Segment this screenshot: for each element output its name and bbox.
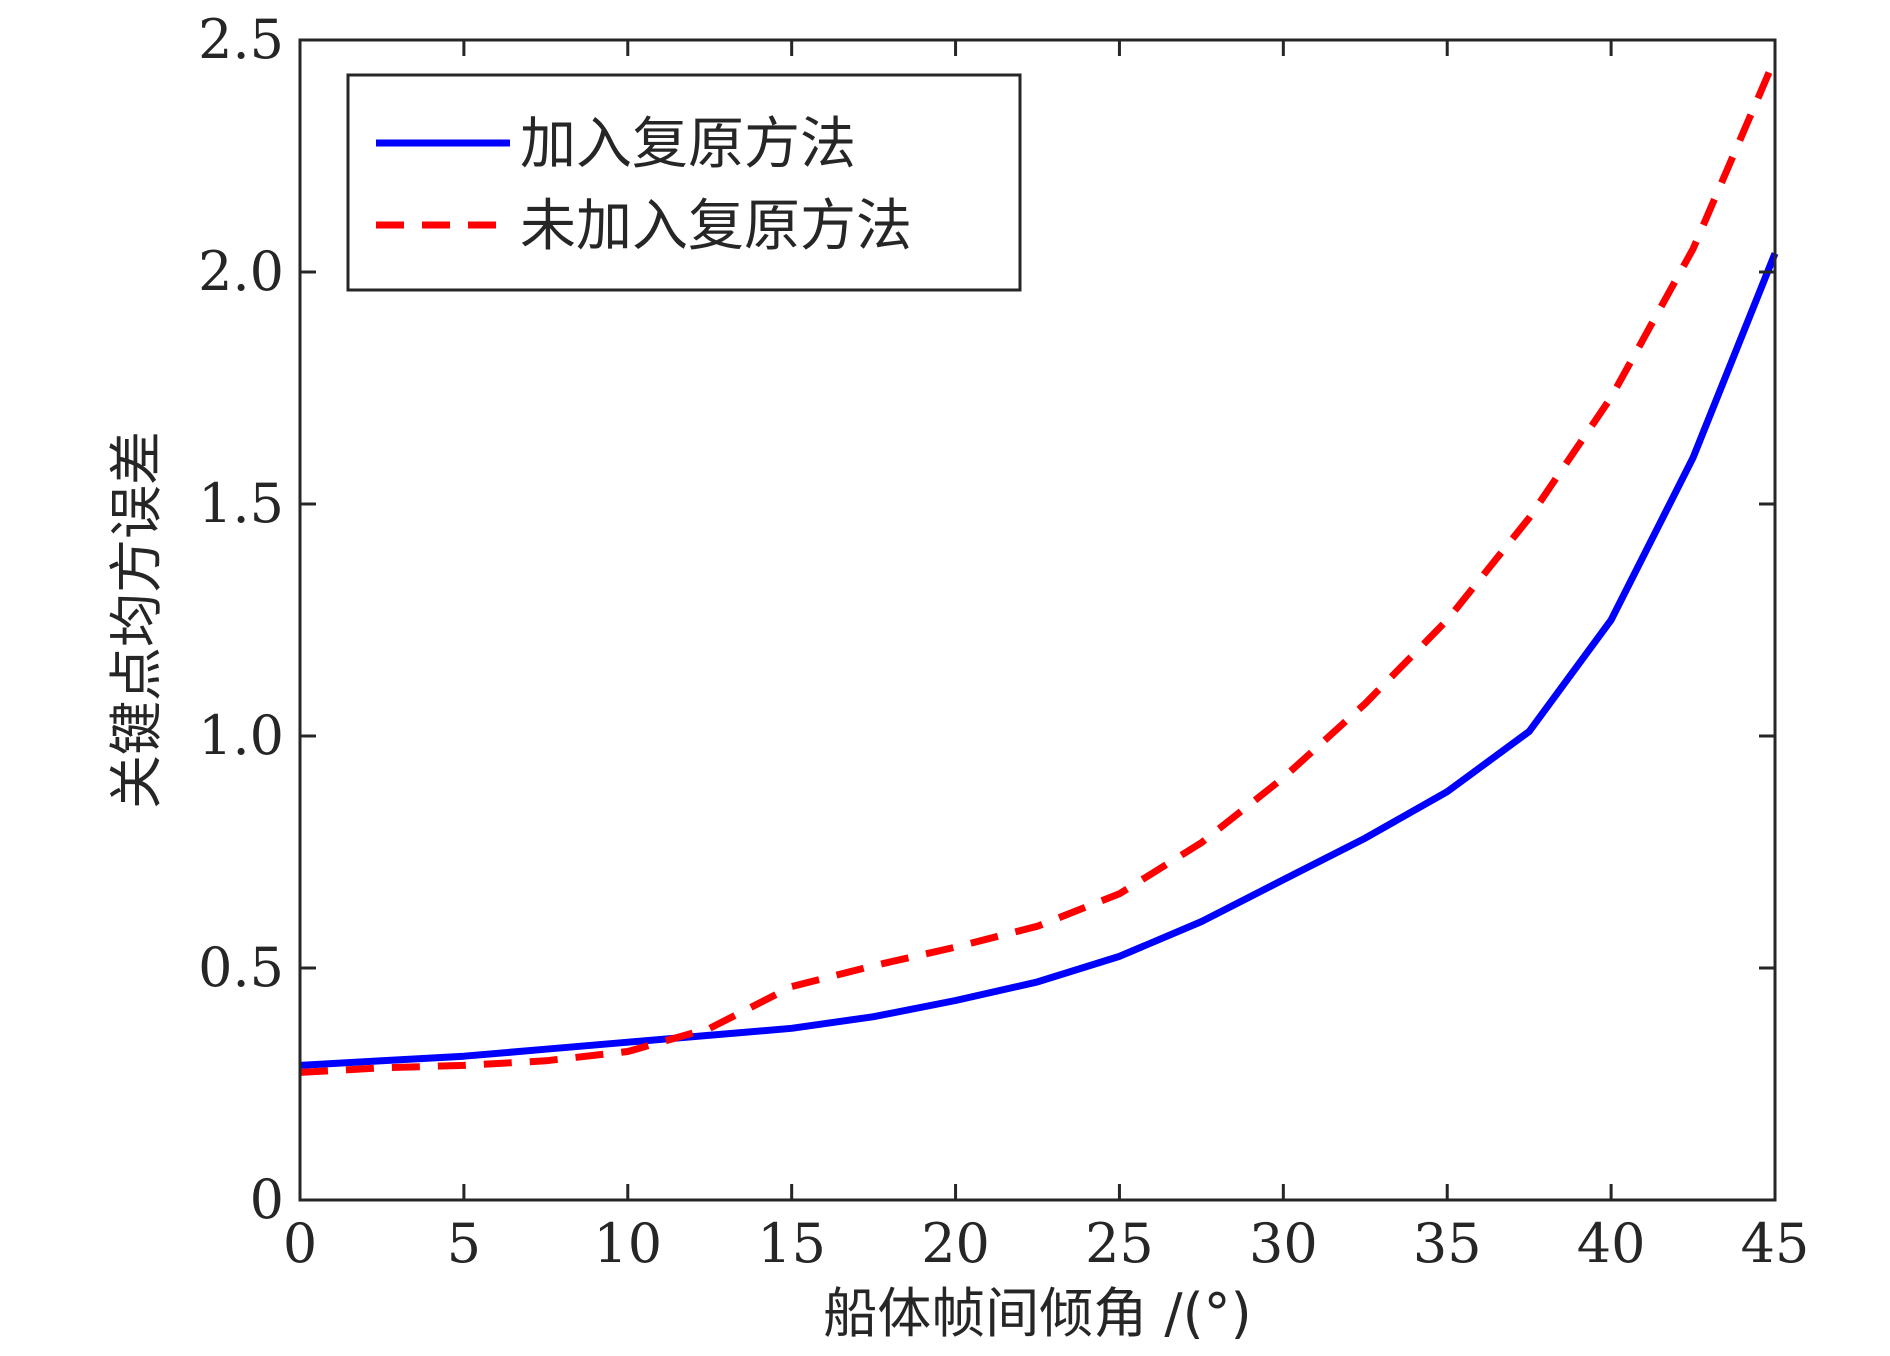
legend-box [346,73,1022,292]
x-tick-label: 35 [1413,1212,1482,1275]
x-tick-label: 25 [1085,1212,1154,1275]
series-layer [299,57,1779,1076]
x-tick-label: 20 [921,1212,990,1275]
axes-layer: 0 5 10 15 20 25 30 35 40 45 0 0.5 1.0 1.5 2.0 2.5 [198,8,1809,1275]
x-tick-label: 10 [593,1212,662,1275]
x-tick-label: 0 [283,1212,317,1275]
axes-box [298,38,1777,1202]
y-axis-title: 关键点均方误差 [105,431,168,809]
x-axis-title: 船体帧间倾角 /(°) [823,1282,1252,1345]
x-tick-label: 15 [757,1212,826,1275]
y-tick-label: 2.0 [198,240,284,303]
x-tick-label: 40 [1577,1212,1646,1275]
x-tick-label: 5 [447,1212,481,1275]
y-tick-label: 1.0 [198,704,284,767]
y-tick-label: 0 [250,1168,284,1231]
legend-label-1: 加入复原方法 [520,112,856,177]
x-tick-label: 45 [1741,1212,1810,1275]
legend-label-2: 未加入复原方法 [520,194,912,259]
y-tick-label: 0.5 [198,936,284,999]
series-line-2 [299,57,1779,1076]
y-tick-label: 2.5 [198,8,284,71]
y-tick-label: 1.5 [198,472,284,535]
series-line-1 [299,252,1779,1069]
x-tick-label: 30 [1249,1212,1318,1275]
